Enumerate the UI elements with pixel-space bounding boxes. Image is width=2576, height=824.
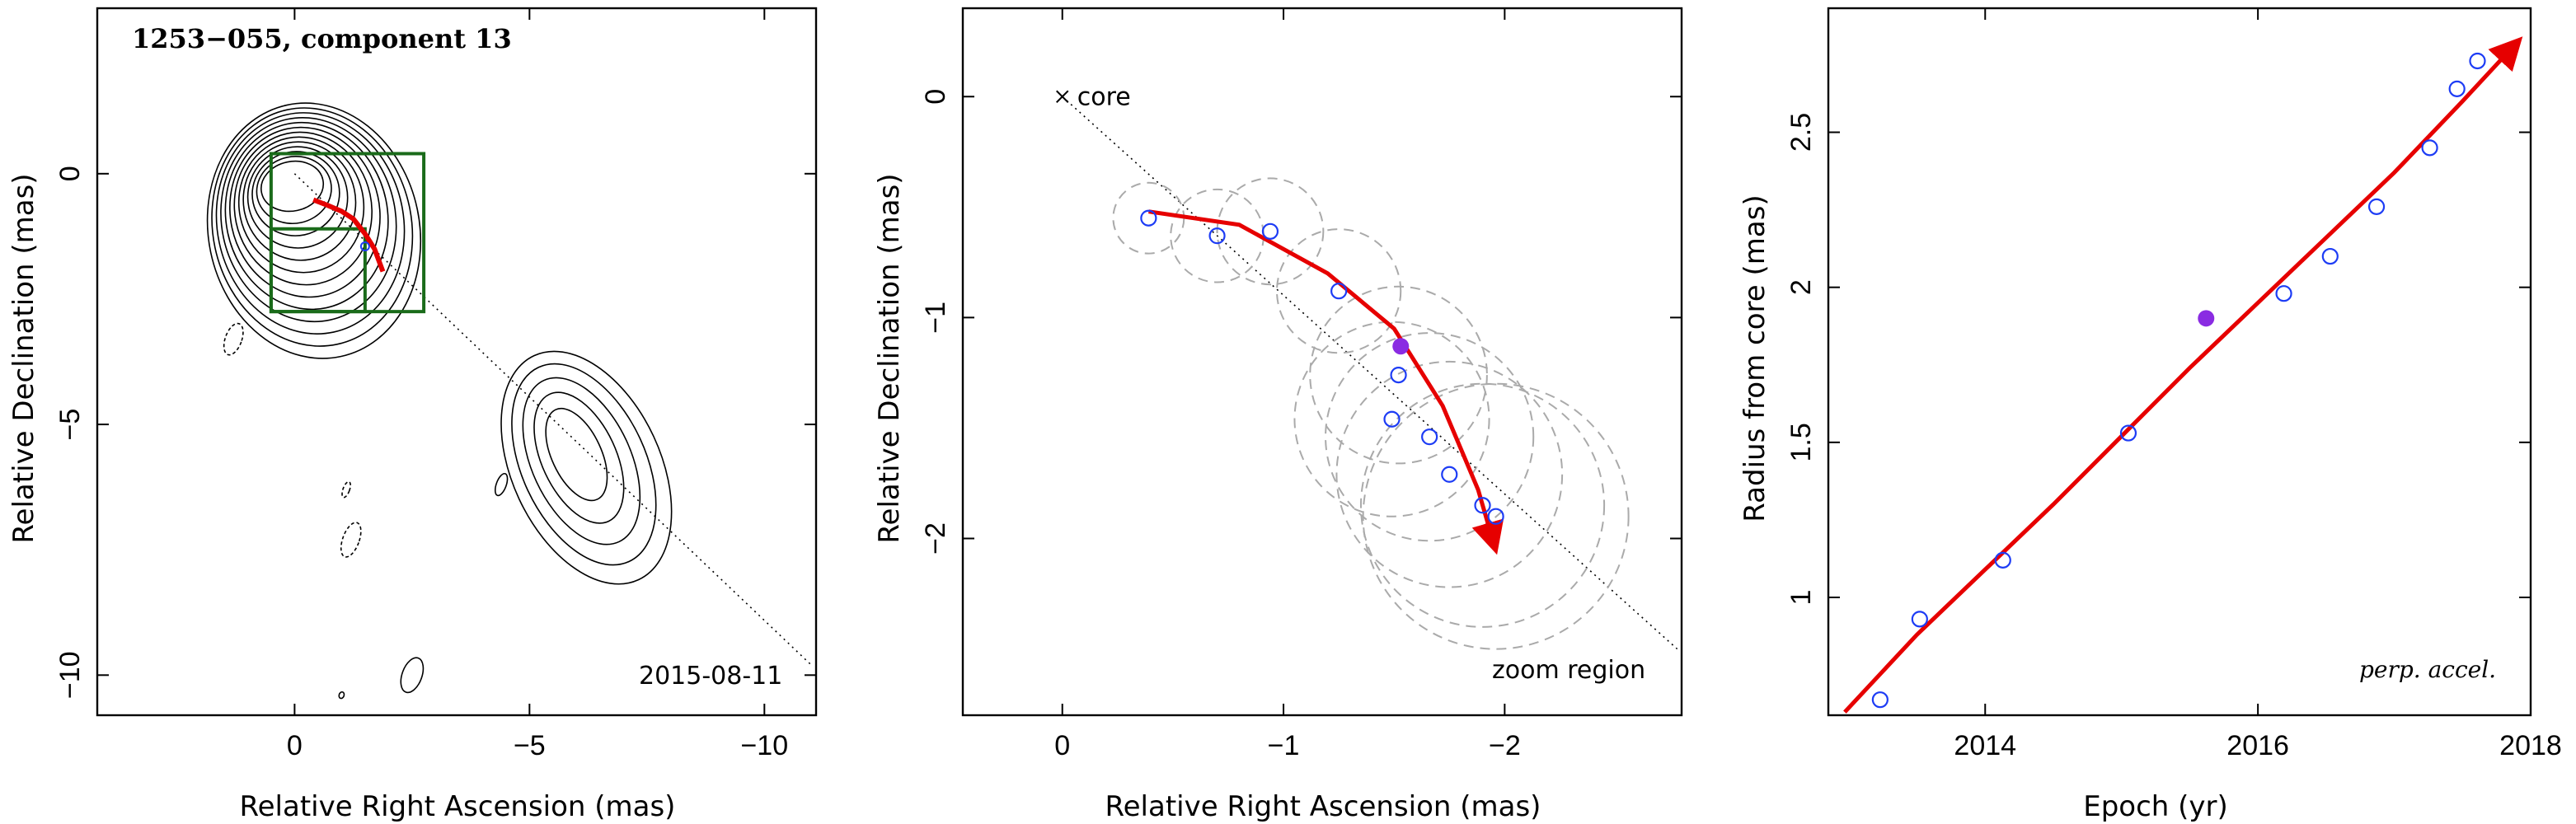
panel2-xlabel: Relative Right Ascension (mas)	[1105, 790, 1541, 823]
panel2-corner-label: zoom region	[1492, 656, 1645, 685]
p2-component-size-circle	[1325, 332, 1535, 542]
p3-data-point	[2421, 139, 2438, 157]
p1-xtick-label: −5	[514, 730, 546, 761]
p1-core-contour	[220, 116, 397, 323]
p1-core-contour	[233, 131, 373, 286]
p2-component-size-circle	[1362, 382, 1630, 650]
p1-core-contour	[224, 121, 389, 311]
p2-component-size-circle	[1335, 360, 1564, 588]
p1-core-contour	[256, 155, 332, 225]
p1-core-contour	[229, 126, 381, 298]
panel2-ylabel: Relative Declination (mas)	[873, 173, 906, 543]
p1-ytick-label: −10	[54, 651, 86, 699]
p1-ytick-label: 0	[54, 166, 86, 181]
p2-data-point	[1261, 222, 1279, 240]
p2-component-size-circle	[1293, 321, 1490, 517]
p3-data-point	[2119, 424, 2137, 442]
p2-data-point	[1441, 466, 1458, 483]
p2-component-size-circle	[1309, 285, 1488, 465]
p2-component-size-circle	[1359, 382, 1606, 628]
p2-trajectory-line	[1062, 96, 1678, 650]
p1-xtick-label: −10	[740, 730, 788, 761]
p3-frame	[1827, 7, 2532, 717]
p2-xtick-label: −1	[1268, 730, 1300, 761]
p3-xtick-label: 2014	[1954, 730, 2016, 761]
panel1-title: 1253−055, component 13	[132, 23, 512, 54]
p2-xtick-label: −2	[1489, 730, 1521, 761]
p1-isolated-contour	[400, 657, 425, 694]
p2-data-point	[1487, 508, 1504, 525]
p3-data-point	[1994, 551, 2011, 569]
p1-jet-contour	[545, 407, 608, 502]
p2-frame	[961, 7, 1683, 717]
zoom-panel: 0 −1 −2 0 −1 −2 core	[920, 7, 1683, 761]
p3-data-point	[2321, 247, 2339, 265]
radius-epoch-panel: 2014 2016 2018 1 1.5 2 2.5	[1785, 7, 2562, 761]
panel3-ylabel: Radius from core (mas)	[1738, 194, 1771, 522]
p2-data-point	[1208, 227, 1226, 245]
p2-ytick-label: −1	[920, 302, 951, 334]
p3-xtick-label: 2018	[2499, 730, 2562, 761]
p3-data-point	[2469, 52, 2486, 70]
p1-isolated-contour	[340, 522, 362, 558]
p1-core-contour	[242, 141, 357, 261]
p1-ytick-label: −5	[54, 409, 86, 441]
p1-isolated-contour	[494, 472, 509, 497]
p3-xtick-label: 2016	[2226, 730, 2289, 761]
p3-data-point	[2367, 198, 2386, 215]
p2-component-size-circle	[1216, 177, 1325, 286]
p1-component-marker	[359, 241, 370, 252]
p2-filled-point	[1392, 338, 1410, 355]
p2-data-point	[1474, 497, 1491, 514]
p1-core-contour	[206, 102, 422, 359]
p3-fit-arrow	[1843, 36, 2523, 714]
p3-filled-point	[2198, 310, 2215, 327]
p2-data-point	[1140, 209, 1157, 227]
p1-frame	[96, 7, 818, 717]
p2-ytick-label: −2	[920, 522, 951, 555]
panel3-xlabel: Epoch (yr)	[2083, 790, 2228, 823]
p3-ytick-label: 1	[1785, 590, 1817, 606]
p2-data-point	[1330, 283, 1348, 300]
p1-trajectory-line	[293, 173, 812, 666]
p2-core-marker	[1056, 90, 1069, 103]
p1-jet-contour	[522, 377, 641, 545]
p2-data-point	[1390, 366, 1407, 384]
p1-trajectory-arrow	[312, 197, 386, 273]
p1-core-contour	[246, 146, 349, 249]
p3-data-point	[1911, 611, 1928, 628]
p1-jet-contour	[500, 350, 673, 585]
p3-data-point	[2275, 285, 2292, 302]
p3-ytick-label: 2.5	[1785, 113, 1817, 152]
p2-core-label: core	[1077, 82, 1131, 111]
p1-zoom-box	[269, 227, 367, 314]
contour-panel: 0 −5 −10 0 −5 −10	[54, 7, 818, 761]
panel1-date-label: 2015-08-11	[639, 662, 782, 691]
panel3-annotation: perp. accel.	[2359, 656, 2496, 683]
p2-component-size-circle	[1112, 181, 1185, 255]
p3-data-point	[2448, 80, 2466, 97]
p1-core-contour	[211, 107, 414, 347]
p1-core-contour	[215, 112, 406, 335]
p2-data-point	[1383, 410, 1401, 428]
p1-core-contour	[260, 160, 325, 213]
p2-data-point	[1421, 428, 1438, 446]
p3-data-point	[1871, 691, 1889, 709]
p1-isolated-contour	[223, 322, 244, 356]
p1-isolated-contour	[338, 691, 345, 700]
p1-jet-contour	[533, 391, 625, 524]
p2-component-size-circle	[1275, 228, 1402, 354]
p3-ytick-label: 2	[1785, 279, 1817, 295]
p3-ytick-label: 1.5	[1785, 423, 1817, 461]
p2-ytick-label: 0	[920, 89, 951, 105]
panel1-ylabel: Relative Declination (mas)	[7, 173, 40, 543]
p1-isolated-contour	[341, 480, 351, 499]
panel1-xlabel: Relative Right Ascension (mas)	[240, 790, 676, 823]
p2-fit-arrow	[1148, 209, 1504, 555]
p1-xtick-label: 0	[287, 730, 303, 761]
p1-core-contour	[237, 136, 365, 274]
p1-jet-contour	[511, 363, 657, 566]
p2-xtick-label: 0	[1054, 730, 1070, 761]
